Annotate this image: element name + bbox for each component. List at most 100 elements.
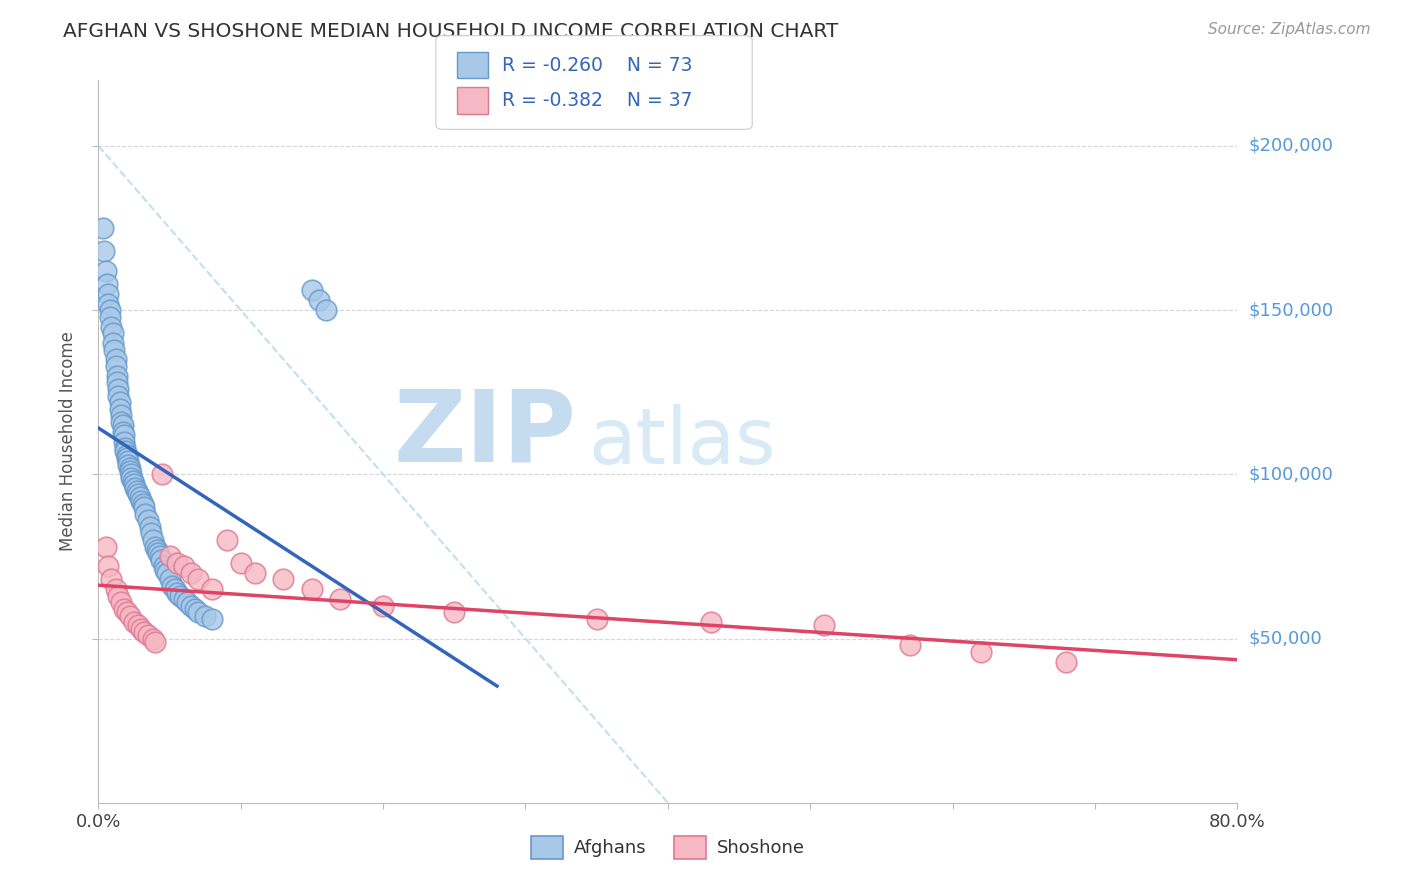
Point	[159, 549, 181, 564]
Point	[125, 483, 148, 498]
Point	[132, 625, 155, 640]
Point	[145, 540, 167, 554]
Point	[194, 608, 217, 623]
Point	[112, 602, 135, 616]
Point	[180, 566, 202, 580]
Point	[585, 612, 607, 626]
Point	[127, 487, 149, 501]
Point	[129, 622, 152, 636]
Text: $200,000: $200,000	[1249, 137, 1333, 155]
Point	[315, 303, 337, 318]
Text: $50,000: $50,000	[1249, 630, 1322, 648]
Point	[104, 359, 127, 373]
Point	[162, 579, 184, 593]
Text: $150,000: $150,000	[1249, 301, 1333, 319]
Y-axis label: Median Household Income: Median Household Income	[59, 332, 77, 551]
Point	[128, 491, 150, 505]
Point	[132, 500, 155, 515]
Point	[107, 589, 129, 603]
Point	[136, 628, 159, 642]
Point	[145, 635, 167, 649]
Point	[176, 595, 198, 609]
Point	[115, 450, 138, 465]
Point	[104, 582, 127, 597]
Point	[117, 454, 139, 468]
Point	[173, 592, 195, 607]
Point	[373, 599, 395, 613]
Point	[273, 573, 295, 587]
Point	[156, 566, 179, 580]
Point	[187, 573, 209, 587]
Point	[169, 589, 191, 603]
Text: atlas: atlas	[588, 403, 776, 480]
Point	[105, 368, 128, 383]
Point	[98, 303, 121, 318]
Point	[120, 467, 142, 482]
Point	[108, 401, 131, 416]
Point	[127, 618, 149, 632]
Point	[101, 326, 124, 341]
Point	[97, 286, 120, 301]
Point	[97, 296, 120, 310]
Point	[141, 533, 163, 547]
Point	[215, 533, 238, 547]
Point	[139, 526, 162, 541]
Point	[104, 352, 127, 367]
Point	[122, 615, 145, 630]
Point	[138, 520, 160, 534]
Point	[118, 464, 141, 478]
Point	[115, 605, 138, 619]
Point	[1056, 655, 1078, 669]
Point	[180, 599, 202, 613]
Point	[129, 493, 152, 508]
Point	[108, 395, 131, 409]
Point	[114, 444, 136, 458]
Point	[101, 336, 124, 351]
Point	[91, 221, 114, 235]
Point	[107, 382, 129, 396]
Point	[115, 448, 138, 462]
Point	[93, 244, 115, 258]
Point	[110, 595, 132, 609]
Point	[97, 559, 120, 574]
Point	[150, 553, 173, 567]
Point	[301, 582, 323, 597]
Point	[120, 471, 142, 485]
Point	[166, 585, 188, 599]
Point	[152, 467, 174, 482]
Point	[148, 546, 170, 560]
Point	[813, 618, 835, 632]
Point	[970, 645, 993, 659]
Point	[100, 573, 122, 587]
Point	[898, 638, 921, 652]
Point	[124, 481, 146, 495]
Point	[111, 425, 134, 439]
Point	[134, 507, 156, 521]
Point	[111, 418, 134, 433]
Point	[187, 605, 209, 619]
Point	[122, 477, 145, 491]
Point	[96, 277, 118, 291]
Point	[165, 582, 187, 597]
Point	[153, 559, 176, 574]
Text: R = -0.260    N = 73: R = -0.260 N = 73	[502, 55, 692, 75]
Point	[118, 460, 141, 475]
Point	[699, 615, 721, 630]
Point	[141, 632, 163, 646]
Point	[121, 474, 143, 488]
Text: Source: ZipAtlas.com: Source: ZipAtlas.com	[1208, 22, 1371, 37]
Point	[201, 582, 224, 597]
Point	[103, 343, 125, 357]
Point	[308, 293, 330, 308]
Point	[443, 605, 465, 619]
Legend: Afghans, Shoshone: Afghans, Shoshone	[523, 829, 813, 866]
Point	[114, 441, 136, 455]
Text: ZIP: ZIP	[394, 386, 576, 483]
Point	[155, 563, 177, 577]
Point	[229, 556, 252, 570]
Point	[184, 602, 207, 616]
Point	[173, 559, 195, 574]
Point	[329, 592, 352, 607]
Text: R = -0.382    N = 37: R = -0.382 N = 37	[502, 91, 692, 111]
Point	[118, 608, 141, 623]
